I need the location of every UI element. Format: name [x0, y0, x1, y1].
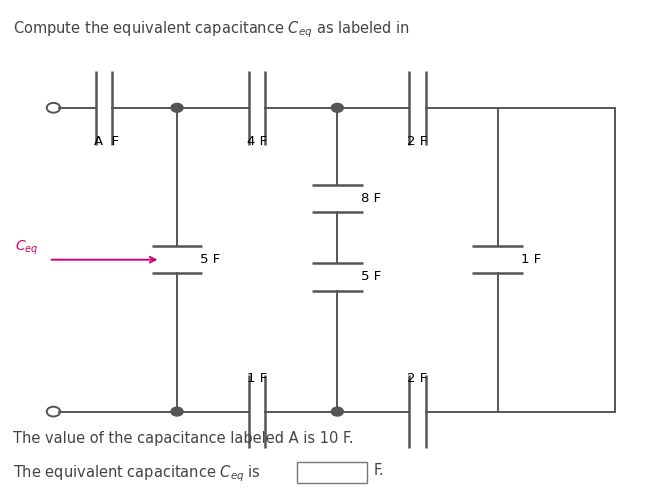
Text: A  F: A F — [94, 135, 120, 148]
Text: 2 F: 2 F — [407, 135, 428, 148]
Circle shape — [331, 407, 343, 416]
Circle shape — [331, 103, 343, 112]
Text: 8 F: 8 F — [361, 192, 381, 205]
Text: 1 F: 1 F — [247, 371, 267, 385]
Text: 4 F: 4 F — [247, 135, 267, 148]
Text: The equivalent capacitance $C_{eq}$ is: The equivalent capacitance $C_{eq}$ is — [13, 463, 261, 484]
Text: 2 F: 2 F — [407, 371, 428, 385]
Text: F.: F. — [374, 463, 385, 478]
Circle shape — [171, 407, 183, 416]
Text: The value of the capacitance labeled A is 10 F.: The value of the capacitance labeled A i… — [13, 431, 354, 446]
Circle shape — [171, 103, 183, 112]
Text: 5 F: 5 F — [361, 270, 381, 283]
Text: 1 F: 1 F — [521, 253, 541, 266]
Text: Compute the equivalent capacitance $C_{eq}$ as labeled in: Compute the equivalent capacitance $C_{e… — [13, 20, 410, 40]
Text: $C_{eq}$: $C_{eq}$ — [15, 238, 39, 257]
FancyBboxPatch shape — [297, 462, 367, 483]
Text: 5 F: 5 F — [200, 253, 220, 266]
